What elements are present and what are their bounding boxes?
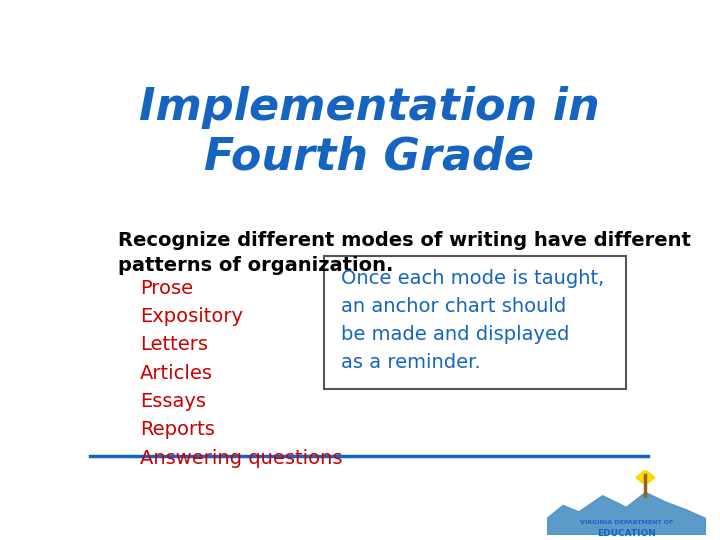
FancyBboxPatch shape (324, 256, 626, 389)
Text: Implementation in
Fourth Grade: Implementation in Fourth Grade (139, 85, 599, 178)
Text: Letters: Letters (140, 335, 208, 354)
Text: Articles: Articles (140, 364, 213, 383)
Text: Expository: Expository (140, 307, 243, 326)
Text: Prose: Prose (140, 279, 194, 298)
Polygon shape (547, 492, 706, 535)
Text: EDUCATION: EDUCATION (597, 529, 656, 538)
Text: Once each mode is taught,
an anchor chart should
be made and displayed
as a remi: Once each mode is taught, an anchor char… (341, 268, 604, 372)
Text: Reports: Reports (140, 420, 215, 440)
Text: Answering questions: Answering questions (140, 449, 343, 468)
Polygon shape (636, 470, 655, 483)
Text: Recognize different modes of writing have different
patterns of organization.: Recognize different modes of writing hav… (118, 231, 690, 275)
Text: Essays: Essays (140, 392, 206, 411)
Text: VIRGINIA DEPARTMENT OF: VIRGINIA DEPARTMENT OF (580, 521, 673, 525)
